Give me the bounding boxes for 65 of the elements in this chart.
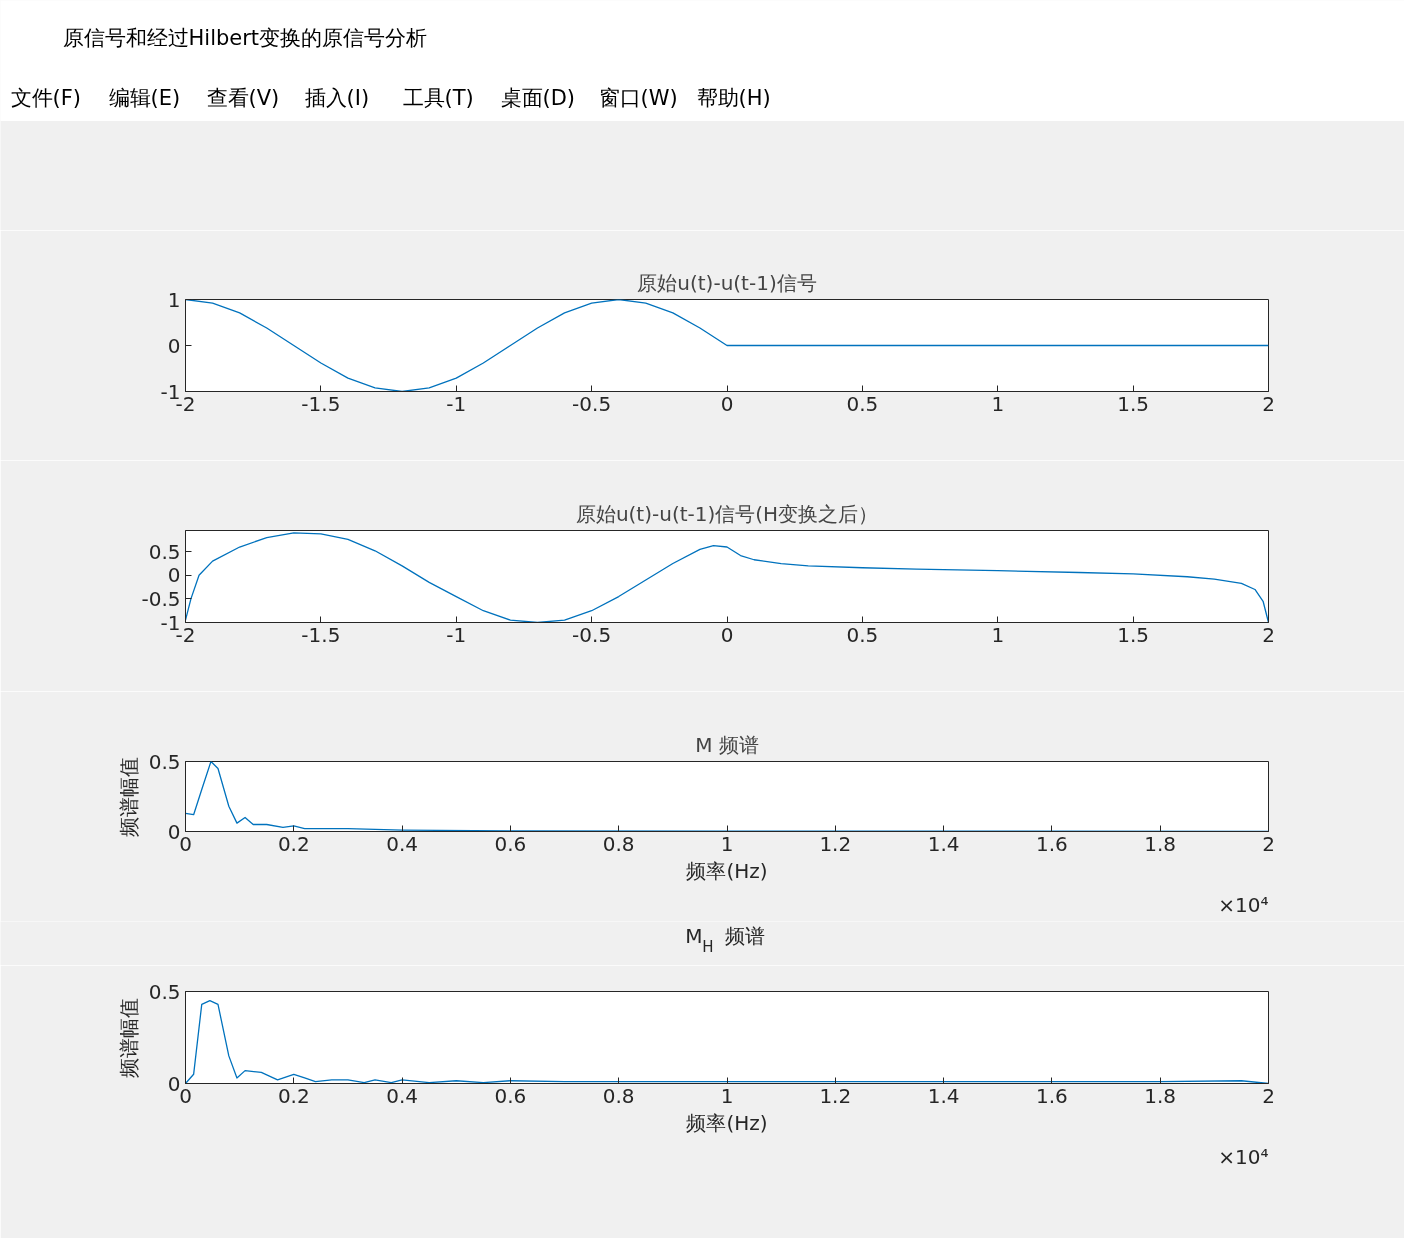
x-tick-label: 1.6 bbox=[1036, 831, 1068, 856]
chart-title: 原始u(t)-u(t-1)信号 bbox=[637, 270, 817, 295]
x-tick-label: 1.4 bbox=[927, 831, 960, 856]
y-tick-label: -0.5 bbox=[141, 586, 181, 611]
x-tick-label: -2 bbox=[175, 622, 196, 647]
line-series bbox=[185, 299, 1269, 392]
x-tick-label: -0.5 bbox=[572, 622, 612, 647]
x-tick-label: -2 bbox=[175, 391, 196, 416]
x-tick-label: 0.5 bbox=[846, 391, 879, 416]
x-tick-label: 0.2 bbox=[277, 1083, 310, 1108]
x-tick-label: 1.4 bbox=[927, 1083, 960, 1108]
y-tick-label: 0.5 bbox=[148, 749, 181, 774]
x-tick-label: 0.8 bbox=[602, 831, 635, 856]
text: 桌面(D) bbox=[500, 85, 576, 110]
x-tick-label: 1.2 bbox=[819, 831, 852, 856]
x-tick-label: 2 bbox=[1262, 391, 1275, 416]
x-tick-label: -0.5 bbox=[572, 391, 612, 416]
text: 原信号和经过Hilbert变换的原信号分析 bbox=[62, 25, 428, 50]
x-tick-label: -1 bbox=[446, 391, 467, 416]
x-tick-label: -1 bbox=[446, 622, 467, 647]
text: ×10⁴ bbox=[1218, 1144, 1269, 1169]
x-tick-label: 1.8 bbox=[1144, 831, 1177, 856]
x-tick-label: 1.5 bbox=[1117, 391, 1150, 416]
x-tick-label: -1.5 bbox=[301, 391, 341, 416]
x-tick-label: 2 bbox=[1262, 831, 1275, 856]
y-axis-title: 频谱幅值 bbox=[116, 997, 141, 1078]
text: 窗口(W) bbox=[598, 85, 678, 110]
x-tick-label: 0.6 bbox=[494, 1083, 527, 1108]
x-tick-label: 0.2 bbox=[277, 831, 310, 856]
x-tick-label: 1.6 bbox=[1036, 1083, 1068, 1108]
x-tick-label: 1 bbox=[991, 622, 1005, 647]
chart-title: 原始u(t)-u(t-1)信号(H变换之后） bbox=[575, 501, 879, 526]
x-tick-label: -1.5 bbox=[301, 622, 341, 647]
text: 插入(I) bbox=[304, 85, 370, 110]
x-tick-label: 1.8 bbox=[1144, 1083, 1177, 1108]
y-tick-label: 0 bbox=[167, 333, 181, 358]
x-tick-label: 1.5 bbox=[1117, 622, 1150, 647]
y-tick-label: 0 bbox=[167, 563, 181, 588]
x-tick-label: 1 bbox=[720, 831, 734, 856]
x-axis-title: 频率(Hz) bbox=[686, 1110, 768, 1135]
text: 工具(T) bbox=[402, 85, 474, 110]
y-tick-label: 0.5 bbox=[148, 539, 181, 564]
x-tick-label: 1.2 bbox=[819, 1083, 852, 1108]
line-series bbox=[185, 532, 1269, 623]
y-tick-label: 1 bbox=[167, 287, 181, 312]
text: 文件(F) bbox=[10, 85, 81, 110]
x-axis-title: 频率(Hz) bbox=[686, 858, 768, 883]
x-tick-label: 0.4 bbox=[386, 831, 419, 856]
x-tick-label: 0.5 bbox=[846, 622, 879, 647]
x-tick-label: 1 bbox=[720, 1083, 734, 1108]
x-tick-label: 0 bbox=[720, 391, 734, 416]
chart-title: M 频谱 bbox=[695, 732, 759, 757]
y-axis-title: 频谱幅值 bbox=[116, 756, 141, 837]
x-tick-label: 0.6 bbox=[494, 831, 527, 856]
x-tick-label: 2 bbox=[1262, 622, 1275, 647]
x-tick-label: 0 bbox=[720, 622, 734, 647]
text: 查看(V) bbox=[206, 85, 280, 110]
y-tick-label: 0.5 bbox=[148, 979, 181, 1004]
x-tick-label: 0.4 bbox=[386, 1083, 419, 1108]
text: 编辑(E) bbox=[108, 85, 181, 110]
text: 帮助(H) bbox=[696, 85, 771, 110]
text: ×10⁴ bbox=[1218, 892, 1269, 917]
x-tick-label: 0.8 bbox=[602, 1083, 635, 1108]
x-tick-label: 1 bbox=[991, 391, 1005, 416]
x-tick-label: 2 bbox=[1262, 1083, 1275, 1108]
